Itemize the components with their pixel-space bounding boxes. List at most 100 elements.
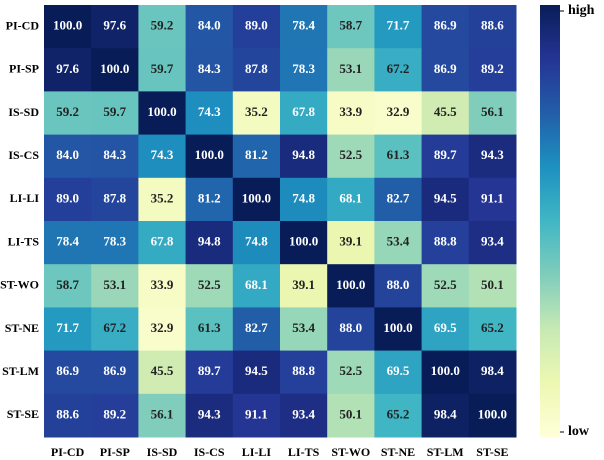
heatmap-cell [138, 307, 187, 352]
cell-label: 86.9 [434, 18, 457, 33]
heatmap-cell [468, 91, 517, 136]
cell-label: 59.7 [103, 104, 126, 119]
cell-label: 67.2 [103, 320, 126, 335]
cell-label: 59.7 [151, 61, 174, 76]
heatmap-cell [280, 350, 328, 395]
cell-label: 84.3 [103, 147, 126, 162]
cell-label: 91.1 [245, 406, 268, 421]
heatmap-cell [374, 393, 423, 438]
cell-label: 69.5 [387, 363, 410, 378]
cell-label: 82.7 [245, 320, 268, 335]
cell-label: 45.5 [151, 363, 174, 378]
cell-label: 67.8 [151, 234, 174, 249]
cell-label: 52.5 [434, 277, 457, 292]
heatmap-cell [374, 350, 423, 395]
cell-label: 87.8 [103, 190, 126, 205]
cell-label: 67.2 [387, 61, 410, 76]
cell-label: 84.0 [198, 18, 221, 33]
heatmap-cell [138, 177, 187, 222]
heatmap-cell [421, 177, 470, 222]
heatmap-cell [185, 5, 234, 49]
heatmap-cell [421, 5, 470, 49]
cell-label: 86.9 [434, 61, 457, 76]
cell-label: 53.4 [387, 234, 410, 249]
heatmap-cell [280, 177, 328, 222]
heatmap-cell [468, 5, 517, 49]
y-tick-label: LI-TS [8, 234, 40, 248]
cell-label: 100.0 [53, 18, 82, 33]
heatmap-cell [138, 221, 187, 265]
heatmap-cell [138, 91, 187, 136]
cell-label: 69.5 [434, 320, 457, 335]
heatmap-cell [232, 48, 281, 92]
heatmap-cell [138, 48, 187, 92]
cell-label: 78.4 [292, 18, 315, 33]
cell-label: 94.8 [292, 147, 315, 162]
heatmap-cell [138, 393, 187, 438]
cell-label: 78.3 [103, 234, 126, 249]
heatmap-cell [91, 307, 139, 352]
heatmap-cell [185, 221, 234, 265]
heatmap-cell [280, 91, 328, 136]
cell-label: 88.8 [434, 234, 457, 249]
heatmap-cell [232, 221, 281, 265]
colorbar-label: high [568, 3, 595, 18]
heatmap-cell [421, 264, 470, 308]
cell-label: 94.8 [198, 234, 221, 249]
cell-label: 65.2 [387, 406, 410, 421]
cell-label: 52.5 [339, 147, 362, 162]
heatmap-cell [468, 393, 517, 438]
cell-label: 71.7 [387, 18, 410, 33]
cell-label: 50.1 [481, 277, 504, 292]
cell-label: 58.7 [339, 18, 362, 33]
cell-label: 84.3 [198, 61, 221, 76]
heatmap-cell [44, 221, 92, 265]
cell-label: 97.6 [56, 61, 79, 76]
cell-label: 81.2 [198, 190, 221, 205]
heatmap-cell [421, 393, 470, 438]
cell-label: 52.5 [339, 363, 362, 378]
cell-label: 74.3 [151, 147, 174, 162]
cell-label: 32.9 [151, 320, 174, 335]
x-tick-label: PI-CD [51, 445, 85, 459]
cell-label: 94.5 [434, 190, 457, 205]
heatmap-cell [421, 91, 470, 136]
cell-label: 71.7 [56, 320, 79, 335]
heatmap-cell [421, 221, 470, 265]
cell-label: 58.7 [56, 277, 79, 292]
cell-label: 32.9 [387, 104, 410, 119]
cell-label: 89.2 [103, 406, 126, 421]
heatmap-cell [468, 134, 517, 179]
heatmap-cell [91, 91, 139, 136]
heatmap-cell [44, 393, 92, 438]
cell-label: 100.0 [336, 277, 365, 292]
heatmap-cell [44, 91, 92, 136]
heatmap-cell [91, 350, 139, 395]
heatmap-cell [44, 48, 92, 92]
heatmap-cell [138, 5, 187, 49]
heatmap-cell [468, 177, 517, 222]
heatmap-cell [374, 48, 423, 92]
x-tick-label: LI-TS [288, 445, 320, 459]
cell-label: 100.0 [383, 320, 412, 335]
cell-label: 67.8 [292, 104, 315, 119]
heatmap-cell [327, 350, 375, 395]
cell-label: 91.1 [481, 190, 504, 205]
heatmap-cell [468, 48, 517, 92]
y-tick-label: ST-WO [0, 278, 39, 292]
heatmap-cell [421, 307, 470, 352]
heatmap-cell [44, 134, 92, 179]
cell-label: 89.0 [245, 18, 268, 33]
heatmap-cell [468, 264, 517, 308]
y-tick-label: IS-SD [8, 105, 39, 119]
heatmap-cell [138, 350, 187, 395]
cell-label: 74.8 [292, 190, 315, 205]
heatmap-cell [44, 177, 92, 222]
heatmap-cell [91, 177, 139, 222]
heatmap-cell [44, 307, 92, 352]
heatmap-cell [185, 177, 234, 222]
cell-label: 100.0 [431, 363, 460, 378]
cell-label: 33.9 [151, 277, 174, 292]
cell-label: 39.1 [292, 277, 315, 292]
cell-label: 82.7 [387, 190, 410, 205]
